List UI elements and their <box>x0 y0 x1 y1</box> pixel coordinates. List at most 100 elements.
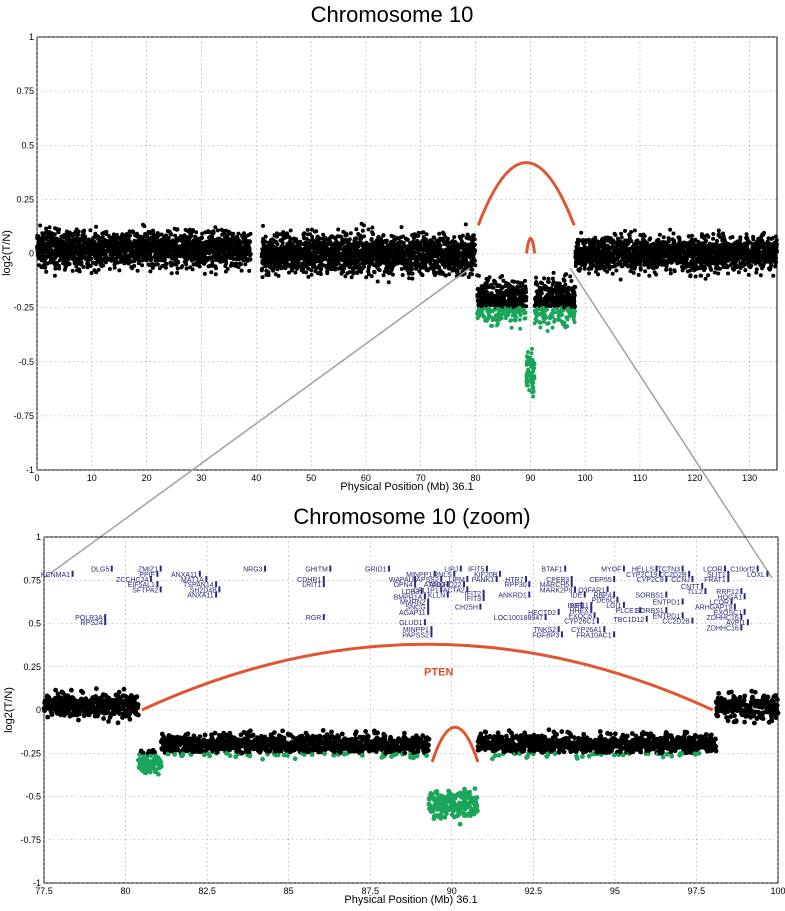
data-point <box>623 228 627 233</box>
data-point <box>618 277 623 282</box>
data-point <box>523 286 528 291</box>
data-point <box>131 230 136 235</box>
data-point <box>52 273 57 278</box>
data-point <box>525 350 530 354</box>
data-point <box>372 270 377 275</box>
data-point <box>473 248 478 253</box>
data-point <box>53 266 58 271</box>
data-point <box>336 227 341 232</box>
data-point <box>484 289 489 294</box>
data-point <box>243 262 248 267</box>
data-point <box>532 376 537 381</box>
data-point <box>176 260 181 265</box>
data-point <box>149 235 154 240</box>
data-point <box>563 282 568 287</box>
data-point <box>44 269 49 274</box>
data-point <box>57 227 62 232</box>
chart-title: Chromosome 10 <box>311 2 474 27</box>
data-point <box>560 312 564 317</box>
data-point <box>234 261 239 266</box>
data-point <box>568 274 573 279</box>
data-point <box>532 366 537 370</box>
data-point <box>531 394 536 399</box>
data-point <box>472 237 477 242</box>
data-point <box>399 267 404 271</box>
data-point <box>142 224 147 229</box>
data-point <box>189 233 194 238</box>
data-point <box>524 290 528 295</box>
data-point <box>523 316 528 321</box>
data-point <box>472 242 477 247</box>
data-point <box>371 232 376 237</box>
data-point <box>261 223 265 228</box>
data-point <box>156 233 161 238</box>
data-point <box>471 233 476 238</box>
data-point <box>76 232 80 237</box>
data-point <box>215 228 220 233</box>
data-point <box>509 318 513 323</box>
data-point <box>578 266 583 271</box>
data-point <box>438 243 443 248</box>
data-point <box>542 276 547 281</box>
data-point <box>359 270 364 274</box>
data-point <box>523 310 528 315</box>
data-point <box>169 232 174 237</box>
data-point <box>518 313 523 318</box>
data-point <box>410 276 415 281</box>
data-point <box>530 346 534 351</box>
data-point <box>447 272 452 277</box>
data-point <box>107 267 112 271</box>
data-point <box>573 309 577 314</box>
data-point <box>355 271 360 275</box>
data-point <box>344 232 349 237</box>
data-point <box>197 264 202 269</box>
data-point <box>112 265 117 270</box>
data-point <box>517 317 522 322</box>
data-point <box>305 237 310 242</box>
data-point <box>101 263 106 268</box>
data-point <box>211 230 216 235</box>
data-point <box>225 267 230 271</box>
data-point <box>148 252 153 257</box>
data-point <box>512 279 517 284</box>
data-point <box>197 239 202 244</box>
data-point <box>538 320 543 325</box>
data-point <box>579 230 584 235</box>
data-point <box>43 265 48 270</box>
data-point <box>514 314 519 319</box>
data-point <box>128 233 133 238</box>
data-point <box>132 263 137 268</box>
data-point <box>544 285 549 290</box>
data-point <box>38 223 43 228</box>
data-point <box>70 268 75 273</box>
data-point <box>148 269 153 274</box>
data-point <box>476 273 481 278</box>
data-point <box>553 317 558 322</box>
data-point <box>384 238 389 243</box>
data-point <box>184 262 189 267</box>
data-point <box>117 268 122 273</box>
data-point <box>572 304 577 309</box>
data-point <box>531 386 536 391</box>
data-point <box>74 264 79 269</box>
chromosome-10-panel: Chromosome 10 0 10 20 30 40 50 60 70 80 90 100 110 1… <box>1 2 779 493</box>
data-point <box>247 246 252 251</box>
data-point <box>573 285 578 289</box>
data-point <box>550 325 555 330</box>
data-point <box>351 271 356 276</box>
data-point <box>509 325 514 330</box>
data-point <box>610 271 615 276</box>
data-point <box>262 239 267 244</box>
data-point <box>523 278 527 283</box>
data-point <box>338 246 343 251</box>
data-point <box>214 266 218 271</box>
data-point <box>445 236 450 241</box>
data-point <box>209 270 214 275</box>
data-point <box>150 265 155 270</box>
data-point <box>354 236 359 241</box>
data-point <box>420 273 425 278</box>
data-point <box>341 269 346 274</box>
data-point <box>224 261 229 266</box>
data-point <box>239 262 243 267</box>
data-point <box>94 224 99 229</box>
